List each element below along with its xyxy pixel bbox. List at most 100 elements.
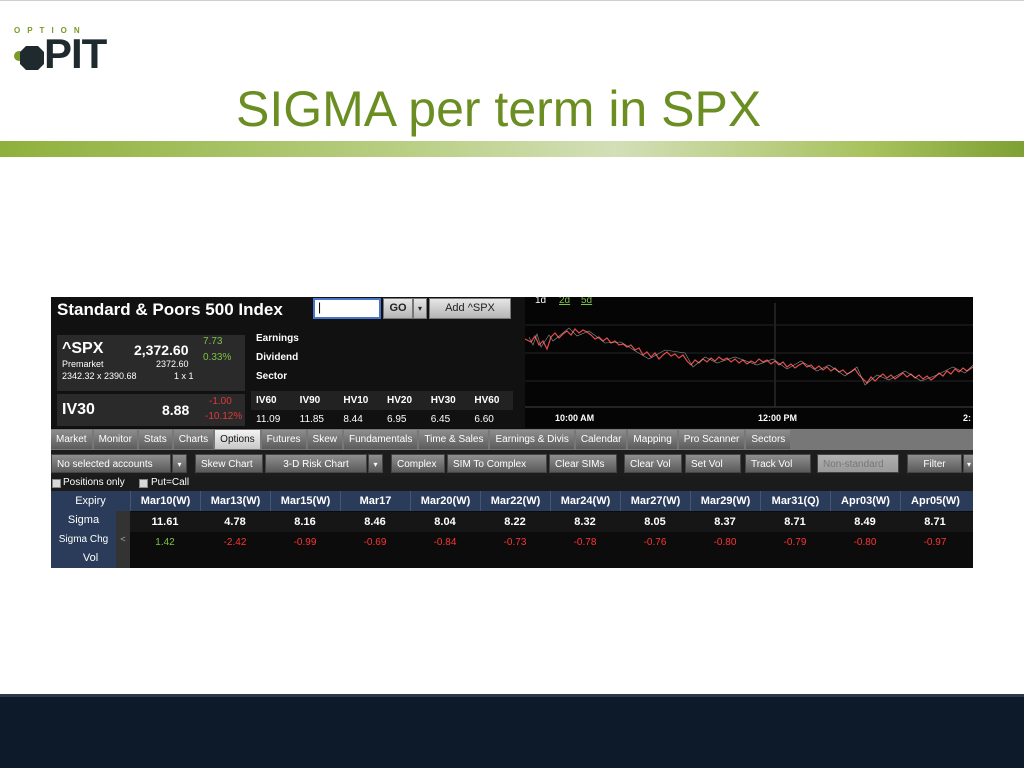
iv30-box: IV30 8.88 -1.00 -10.12% [57,394,245,426]
accounts-select[interactable]: No selected accounts [51,454,171,473]
last-price: 2,372.60 [134,342,189,358]
sigma-term-table: Expiry Sigma Sigma Chg Vol < Mar10(W) Ma… [51,491,973,568]
vol-value: 6.60 [474,414,494,425]
tab-charts[interactable]: Charts [173,430,214,449]
price-change-pct: 0.33% [203,352,232,363]
filter-dropdown-button[interactable]: ▾ [963,454,973,473]
range-link-2d[interactable]: 2d [559,297,570,306]
premarket-price: 2372.60 [156,359,189,369]
sigma-value: 8.49 [854,516,876,528]
event-earnings[interactable]: Earnings [256,333,299,344]
complex-button[interactable]: Complex [391,454,445,473]
put-call-checkbox[interactable] [139,479,148,488]
tab-pro-scanner[interactable]: Pro Scanner [678,430,745,449]
risk-chart-dropdown-button[interactable]: ▾ [368,454,383,473]
event-sector[interactable]: Sector [256,371,288,382]
tab-options[interactable]: Options [215,430,260,449]
risk-chart-button[interactable]: 3-D Risk Chart [265,454,367,473]
intraday-price-chart[interactable]: 1d 2d 5d 10:00 AM 12:00 PM 2: [525,297,973,428]
sim-to-complex-button[interactable]: SIM To Complex [447,454,547,473]
iv30-change-pct: -10.12% [205,411,243,422]
positions-only-checkbox[interactable] [52,479,61,488]
accounts-dropdown-button[interactable]: ▾ [172,454,187,473]
tab-sectors[interactable]: Sectors [746,430,791,449]
option-pit-logo: OPTION PIT [10,24,140,77]
sigma-change-value: -0.99 [293,537,317,548]
tab-mapping[interactable]: Mapping [628,430,677,449]
expiry-header[interactable]: Mar20(W) [410,491,480,511]
sigma-value: 11.61 [151,516,179,528]
expiry-header[interactable]: Mar10(W) [130,491,200,511]
go-button[interactable]: GO [383,298,413,319]
vol-value-row: 11.09 11.85 8.44 6.95 6.45 6.60 [251,410,513,429]
price-line [525,328,973,384]
expiry-header[interactable]: Mar29(W) [690,491,760,511]
tab-time-and-sales[interactable]: Time & Sales [419,430,489,449]
price-wicks [528,327,973,386]
expiry-header-row: Mar10(W) Mar13(W) Mar15(W) Mar17 Mar20(W… [130,491,973,511]
expiry-header[interactable]: Mar17 [340,491,410,511]
bid-ask-range: 2342.32 x 2390.68 [62,371,137,381]
range-link-5d[interactable]: 5d [581,297,592,306]
sigma-change-value: -0.76 [643,537,667,548]
expiry-header[interactable]: Mar15(W) [270,491,340,511]
price-box: ^SPX 2,372.60 7.73 0.33% Premarket 2372.… [57,335,245,391]
tab-stats[interactable]: Stats [138,430,172,449]
vol-header: HV10 [343,395,369,406]
tab-monitor[interactable]: Monitor [93,430,137,449]
price-change: 7.73 [203,336,223,347]
positions-only-label: Positions only [63,477,125,488]
sigma-value: 8.37 [714,516,736,528]
clear-vol-button[interactable]: Clear Vol [624,454,682,473]
quote-panel: Standard & Poors 500 Index | GO ▾ Add ^S… [51,297,525,428]
expiry-header[interactable]: Mar31(Q) [760,491,830,511]
vol-value: 11.85 [299,414,324,425]
iv30-label: IV30 [62,401,95,418]
sigma-row-background [130,512,973,532]
vol-header: IV60 [256,395,277,406]
vol-header: IV90 [299,395,321,406]
tab-calendar[interactable]: Calendar [575,430,627,449]
expiry-header[interactable]: Mar22(W) [480,491,550,511]
symbol-input[interactable]: | [313,298,381,319]
expiry-header[interactable]: Mar27(W) [620,491,690,511]
row-label-sigma: Sigma [51,511,116,530]
filter-button[interactable]: Filter [907,454,962,473]
price-chart-svg: 1d 2d 5d 10:00 AM 12:00 PM 2: [525,297,973,423]
vol-value: 6.45 [430,414,451,425]
non-standard-button[interactable]: Non-standard [817,454,899,473]
tab-skew[interactable]: Skew [307,430,342,449]
logo-wordmark: PIT [44,30,107,77]
expiry-header[interactable]: Mar13(W) [200,491,270,511]
add-symbol-button[interactable]: Add ^SPX [429,298,511,319]
time-label: 10:00 AM [555,413,594,423]
options-app-screenshot: Standard & Poors 500 Index | GO ▾ Add ^S… [51,297,973,568]
sigma-change-value: -0.80 [853,537,877,548]
expiry-header[interactable]: Apr05(W) [900,491,970,511]
sigma-value: 8.71 [784,516,806,528]
iv30-change: -1.00 [209,396,232,407]
sigma-value: 8.16 [294,516,316,528]
sigma-change-value: -0.80 [713,537,737,548]
clear-sims-button[interactable]: Clear SIMs [549,454,617,473]
events-list: Earnings Dividend Sector [256,333,299,390]
top-border [0,0,1024,1]
sigma-value: 8.04 [434,516,456,528]
track-vol-button[interactable]: Track Vol [745,454,811,473]
skew-chart-button[interactable]: Skew Chart [195,454,263,473]
range-link-1d[interactable]: 1d [535,297,546,306]
vol-header: HV30 [430,395,456,406]
table-scroll-left-button[interactable]: < [116,511,130,568]
go-dropdown-button[interactable]: ▾ [413,298,427,319]
tab-market[interactable]: Market [51,430,92,449]
volatility-summary-table: IV60 IV90 HV10 HV20 HV30 HV60 11.09 11.8… [251,391,513,429]
set-vol-button[interactable]: Set Vol [685,454,741,473]
event-dividend[interactable]: Dividend [256,352,299,363]
tab-futures[interactable]: Futures [261,430,306,449]
expiry-header[interactable]: Apr03(W) [830,491,900,511]
put-call-label: Put=Call [151,477,190,488]
expiry-header[interactable]: Mar24(W) [550,491,620,511]
tab-earnings-divis[interactable]: Earnings & Divis [490,430,574,449]
tab-fundamentals[interactable]: Fundamentals [344,430,418,449]
sigma-value: 8.22 [504,516,526,528]
